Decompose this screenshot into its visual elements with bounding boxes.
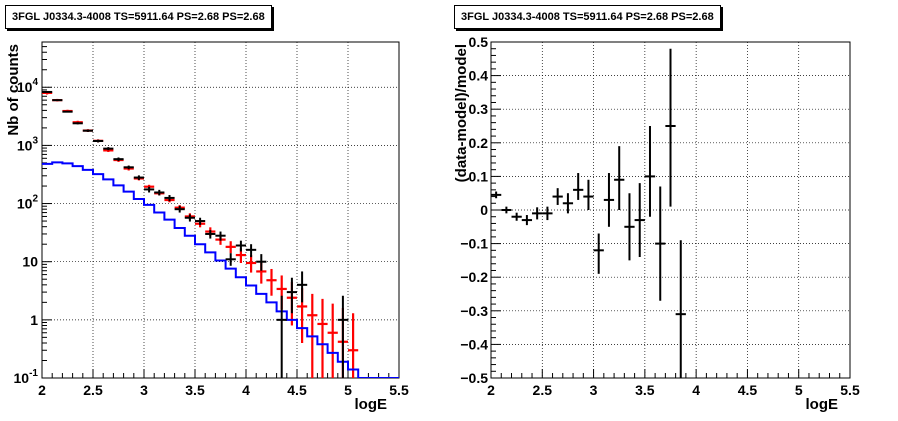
right-y-tick-label: −0.4 xyxy=(460,336,488,352)
right-y-tick-label: −0.5 xyxy=(460,370,488,386)
left-model-step-line xyxy=(42,161,399,378)
left-y-tick-label: 104 xyxy=(17,77,39,95)
right-y-tick-label: −0.1 xyxy=(460,236,488,252)
right-x-tick-label: 2.5 xyxy=(533,382,553,398)
left-x-tick-label: 4.5 xyxy=(287,382,307,398)
right-y-tick-label: −0.2 xyxy=(460,269,488,285)
right-y-tick-label: 0.5 xyxy=(469,34,489,50)
left-x-tick-label: 5.5 xyxy=(389,382,409,398)
left-y-tick-base: 10 xyxy=(17,79,33,95)
right-y-tick-label: 0.2 xyxy=(469,135,489,151)
right-x-tick-label: 2 xyxy=(487,382,495,398)
left-x-tick-label: 4 xyxy=(242,382,250,398)
left-y-tick-label: 1 xyxy=(30,312,38,328)
right-x-tick-label: 5 xyxy=(795,382,803,398)
left-x-tick-label: 3 xyxy=(140,382,148,398)
left-y-tick-base: 10 xyxy=(17,196,33,212)
right-y-tick-label: 0.3 xyxy=(469,101,489,117)
right-x-tick-label: 4 xyxy=(692,382,700,398)
left-y-tick-label: 103 xyxy=(17,135,39,153)
left-y-tick-base: 10 xyxy=(17,137,33,153)
left-y-tick-label: 10 xyxy=(22,254,38,270)
left-series-group xyxy=(42,90,399,378)
right-x-tick-label: 3.5 xyxy=(635,382,655,398)
right-y-tick-label: −0.3 xyxy=(460,303,488,319)
left-y-tick-exponent: -1 xyxy=(29,368,38,379)
left-x-tick-label: 3.5 xyxy=(185,382,205,398)
left-y-tick-exponent: 2 xyxy=(32,194,38,205)
left-y-axis-label: Nb of counts xyxy=(5,44,22,136)
left-y-tick-exponent: 4 xyxy=(32,77,38,88)
left-y-tick-base: 10 xyxy=(14,370,30,386)
left-x-axis-label: logE xyxy=(355,396,388,413)
left-y-tick-label: 10-1 xyxy=(14,368,39,386)
right-x-axis-label: logE xyxy=(806,396,839,413)
right-y-axis-label: (data-model)/model xyxy=(453,44,470,182)
right-x-tick-label: 3 xyxy=(590,382,598,398)
right-y-tick-label: 0 xyxy=(480,202,488,218)
right-series-group xyxy=(491,48,686,378)
left-x-tick-label: 2.5 xyxy=(83,382,103,398)
right-x-tick-label: 4.5 xyxy=(738,382,758,398)
left-y-tick-base: 10 xyxy=(22,254,38,270)
right-plot-title: 3FGL J0334.3-4008 TS=5911.64 PS=2.68 PS=… xyxy=(454,5,721,29)
left-plot-frame xyxy=(41,41,400,379)
left-y-tick-base: 1 xyxy=(30,312,38,328)
right-x-tick-label: 5.5 xyxy=(840,382,860,398)
left-plot-title: 3FGL J0334.3-4008 TS=5911.64 PS=2.68 PS=… xyxy=(5,5,272,29)
left-x-tick-label: 5 xyxy=(344,382,352,398)
right-y-tick-label: 0.1 xyxy=(469,168,489,184)
left-y-tick-label: 102 xyxy=(17,194,39,212)
left-x-tick-label: 2 xyxy=(38,382,46,398)
right-y-tick-label: 0.4 xyxy=(469,68,489,84)
left-y-tick-exponent: 3 xyxy=(32,135,38,146)
